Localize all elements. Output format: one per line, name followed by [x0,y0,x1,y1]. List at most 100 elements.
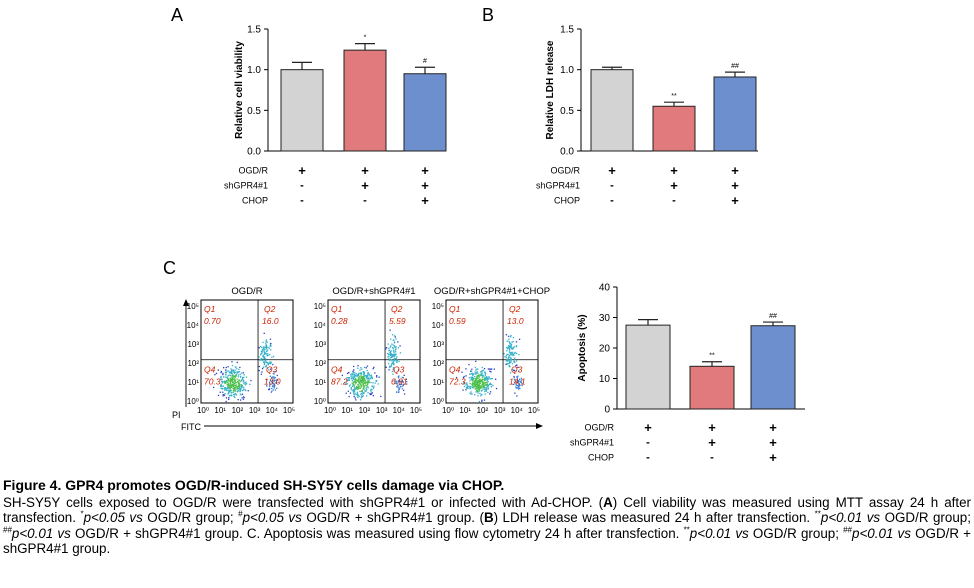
condition-sign: - [710,452,714,464]
pi-axis-arrowhead [183,299,189,306]
quadrant-value: 14.1 [509,377,526,387]
panel-label-b: B [482,5,494,25]
bar [625,324,671,410]
condition-sign: - [610,180,614,192]
y-axis-label: Relative cell viability [234,41,245,139]
y-tick-label: 40 [599,283,611,294]
x-tick-label: 10⁴ [266,406,279,415]
bar [280,69,324,152]
y-tick-label: 1.5 [560,25,574,36]
event-dots [213,332,279,403]
condition-sign: + [731,178,739,193]
condition-sign: + [769,435,777,450]
chart-b-ldh-release: 0.0 0.5 1.0 1.5 Relative LDH release ** ## OGD/… [536,25,758,208]
y-tick-label: 10¹ [432,378,444,387]
condition-label: shGPR4#1 [570,438,614,448]
y-tick-label: 0.0 [247,147,261,158]
bar [652,105,696,152]
quadrant-name: Q2 [264,304,276,314]
condition-sign: - [363,195,367,207]
y-tick-label: 0.5 [247,106,261,117]
pi-axis-label: PI [172,410,181,420]
x-tick-label: 10³ [494,406,506,415]
x-tick-label: 10⁵ [410,406,422,415]
event-dots [455,334,523,403]
quadrant-name: Q1 [204,304,216,314]
quadrant-value: 16.0 [262,316,279,326]
significance-mark: ## [769,313,777,320]
significance-mark: # [423,58,427,65]
condition-sign: + [421,163,429,178]
condition-sign: + [708,420,716,435]
quadrant-name: Q1 [331,304,343,314]
quadrant-name: Q2 [391,304,403,314]
quadrant-name: Q3 [266,365,278,375]
bar [750,325,796,410]
x-tick-label: 10³ [376,406,388,415]
y-tick-label: 10⁵ [432,302,444,311]
condition-sign: + [708,435,716,450]
quadrant-name: Q4 [449,365,461,375]
y-tick-label: 30 [599,313,611,324]
y-tick-label: 10¹ [187,378,199,387]
x-tick-label: 10² [477,406,489,415]
quadrant-name: Q3 [511,365,523,375]
condition-sign: + [361,178,369,193]
condition-sign: + [298,163,306,178]
x-tick-label: 10⁴ [511,406,524,415]
y-tick-label: 1.5 [247,25,261,36]
condition-sign: - [300,180,304,192]
y-tick-label: 0 [604,405,610,416]
flow-plot-title: OGD/R+shGPR4#1 [332,286,415,297]
y-tick-label: 0.0 [560,147,574,158]
quadrant-name: Q3 [393,365,405,375]
y-tick-label: 10 [599,374,611,385]
quadrant-value: 6.91 [391,377,408,387]
quadrant-value: 13.0 [507,316,524,326]
significance-mark: ** [671,93,677,100]
y-tick-label: 10⁵ [314,302,326,311]
condition-sign: + [769,420,777,435]
flow-plot-title: OGD/R+shGPR4#1+CHOP [434,286,550,297]
y-tick-label: 1.0 [560,65,574,76]
condition-sign: - [646,452,650,464]
condition-label: CHOP [554,196,580,206]
y-tick-label: 10² [187,359,199,368]
quadrant-name: Q2 [509,304,521,314]
y-tick-label: 1.0 [247,65,261,76]
bar [713,76,757,152]
y-axis-label: Apoptosis (%) [577,314,588,381]
condition-label: CHOP [588,453,614,463]
y-tick-label: 20 [599,344,611,355]
figure-caption: Figure 4. GPR4 promotes OGD/R-induced SH… [3,477,971,557]
condition-sign: + [421,193,429,208]
bar [689,365,735,410]
y-tick-label: 10⁰ [187,397,199,406]
flow-plot-title: OGD/R [231,286,262,297]
condition-sign: + [644,420,652,435]
y-tick-label: 10¹ [314,378,326,387]
condition-sign: + [769,450,777,465]
panel-label-c: C [163,258,176,278]
quadrant-value: 13.0 [264,377,281,387]
plot-frame [200,299,294,404]
x-tick-label: 10² [232,406,244,415]
y-tick-label: 10⁵ [187,302,199,311]
condition-sign: - [646,437,650,449]
condition-label: shGPR4#1 [536,181,580,191]
y-tick-label: 10⁴ [314,321,327,330]
significance-mark: ## [731,63,739,70]
y-tick-label: 10² [432,359,444,368]
quadrant-value: 87.2 [331,377,348,387]
bar [590,69,634,152]
condition-sign: + [608,163,616,178]
condition-label: CHOP [242,196,268,206]
quadrant-name: Q4 [331,365,343,375]
quadrant-name: Q1 [449,304,461,314]
y-tick-label: 10⁴ [432,321,445,330]
condition-sign: + [361,163,369,178]
x-tick-label: 10⁵ [528,406,540,415]
y-tick-label: 10² [314,359,326,368]
